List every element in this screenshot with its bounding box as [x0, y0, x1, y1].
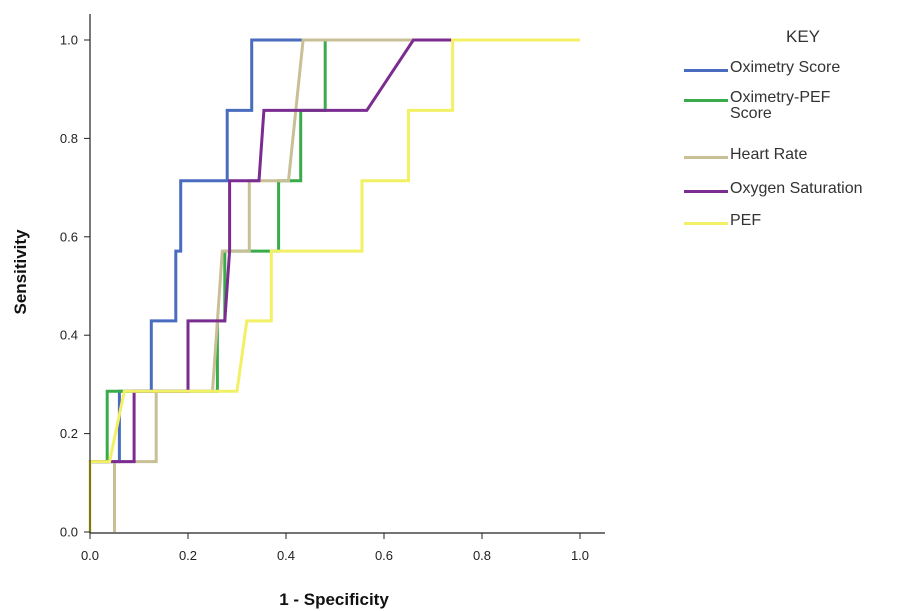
legend-label: PEF	[730, 212, 762, 229]
legend-item: Oximetry-PEF Score	[684, 90, 830, 122]
legend-swatch	[684, 222, 728, 225]
series-line-oximetry-score	[88, 38, 580, 532]
x-tick-label: 0.4	[277, 548, 295, 563]
x-tick-label: 0.8	[473, 548, 491, 563]
x-ticks: 0.0 0.2 0.4 0.6 0.8 1.0	[81, 533, 589, 563]
series-lines	[88, 38, 580, 532]
y-tick-label: 0.2	[60, 426, 78, 441]
legend-swatch	[684, 156, 728, 159]
legend-swatch	[684, 69, 728, 72]
y-ticks: 0.0 0.2 0.4 0.6 0.8 1.0	[60, 33, 90, 540]
axes: 0.0 0.2 0.4 0.6 0.8 1.0 0.0 0.2 0.4 0.6 0.8 1.0	[60, 14, 605, 563]
x-tick-label: 0.6	[375, 548, 393, 563]
legend-swatch	[684, 99, 728, 102]
x-tick-label: 1.0	[571, 548, 589, 563]
legend-item: PEF	[684, 213, 761, 229]
legend-label: Oximetry Score	[730, 59, 841, 76]
series-line-oxygen-saturation	[88, 38, 580, 532]
x-tick-label: 0.0	[81, 548, 99, 563]
legend-label: Oxygen Saturation	[730, 180, 863, 197]
y-tick-label: 0.4	[60, 328, 78, 343]
legend-title: KEY	[786, 27, 821, 46]
series-line-pef	[88, 38, 580, 532]
legend-item: Oxygen Saturation	[684, 181, 863, 197]
y-axis-title: Sensitivity	[11, 229, 30, 315]
y-tick-label: 0.6	[60, 229, 78, 244]
y-tick-label: 0.8	[60, 131, 78, 146]
legend-label: Heart Rate	[730, 146, 808, 163]
legend-label: Oximetry-PEF Score	[730, 89, 831, 122]
x-axis-title: 1 - Specificity	[279, 590, 389, 609]
x-tick-label: 0.2	[179, 548, 197, 563]
legend-item: Oximetry Score	[684, 60, 840, 76]
series-line-oximetry-pef-score	[88, 38, 580, 532]
y-tick-label: 0.0	[60, 525, 78, 540]
series-line-heart-rate	[113, 38, 580, 532]
y-tick-label: 1.0	[60, 33, 78, 48]
legend-swatch	[684, 190, 728, 193]
legend-item: Heart Rate	[684, 147, 807, 163]
